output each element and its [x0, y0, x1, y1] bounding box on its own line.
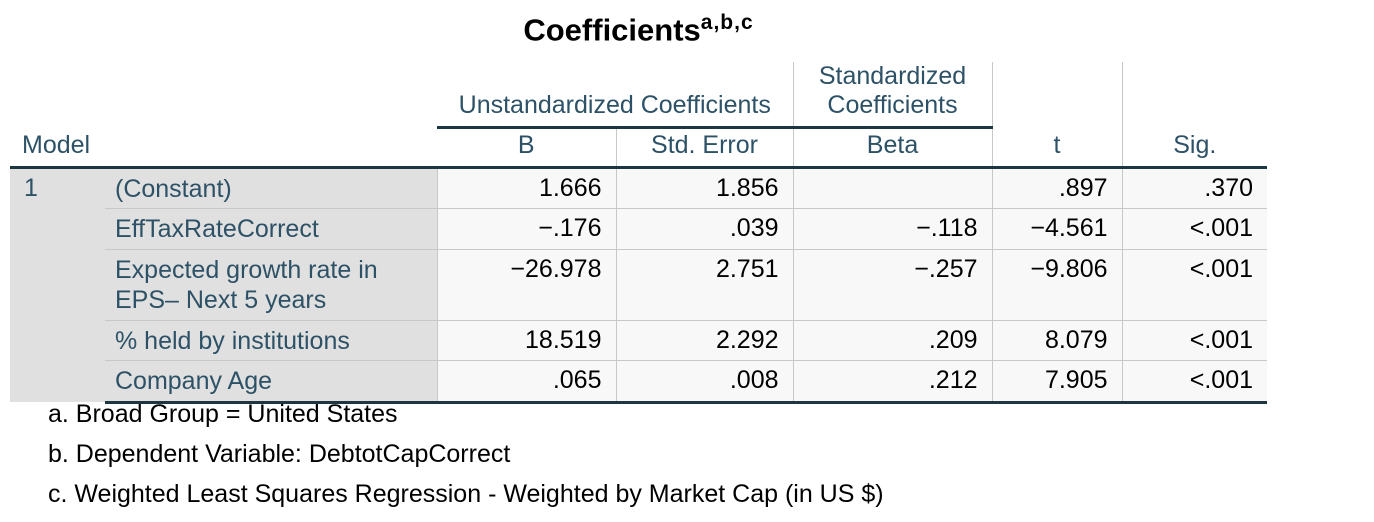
std-error-value-cell: 1.856 [615, 167, 794, 209]
col-header-beta: Beta [792, 127, 993, 169]
b-value-cell: .065 [436, 360, 616, 404]
predictor-label-cell: (Constant) [105, 167, 437, 209]
col-header-std-error: Std. Error [615, 127, 794, 169]
col-header-sig: Sig. [1121, 62, 1268, 169]
sig-value-cell: <.001 [1121, 319, 1268, 361]
t-value-cell: 8.079 [991, 319, 1123, 361]
sig-value-cell: <.001 [1121, 208, 1268, 249]
table-row: % held by institutions 18.519 2.292 .209… [10, 319, 1268, 361]
predictor-label-cell: % held by institutions [105, 319, 437, 361]
std-error-value-cell: .008 [615, 360, 794, 404]
beta-value-cell: .212 [792, 360, 993, 404]
col-header-t: t [992, 62, 1123, 169]
footnote-c: c. Weighted Least Squares Regression - W… [48, 480, 884, 508]
footnote-a: a. Broad Group = United States [48, 400, 398, 428]
sig-value-cell: <.001 [1121, 360, 1268, 404]
b-value-cell: 18.519 [436, 319, 616, 361]
b-value-cell: 1.666 [436, 167, 616, 209]
predictor-label-cell: EffTaxRateCorrect [105, 208, 437, 249]
beta-value-cell [792, 167, 993, 209]
corner-header-model: Model [10, 62, 437, 169]
t-value-cell: 7.905 [991, 360, 1123, 404]
table-title: Coefficientsa,b,c [10, 10, 1267, 50]
title-footnote-marks: a,b,c [700, 11, 754, 34]
table-row: 1 (Constant) 1.666 1.856 .897 .370 [10, 167, 1268, 402]
sig-value-cell: <.001 [1121, 248, 1268, 320]
predictor-label-cell: Expected growth rate in EPS– Next 5 year… [105, 248, 437, 320]
footnote-b: b. Dependent Variable: DebtotCapCorrect [48, 440, 511, 468]
t-value-cell: −9.806 [991, 248, 1123, 320]
t-value-cell: .897 [991, 167, 1123, 209]
coefficients-table: Model Unstandardized Coefficients Standa… [10, 62, 1268, 404]
beta-value-cell: −.257 [792, 248, 993, 320]
table-row: EffTaxRateCorrect −.176 .039 −.118 −4.56… [10, 208, 1268, 249]
beta-value-cell: −.118 [792, 208, 993, 249]
group-header-unstandardized: Unstandardized Coefficients [437, 62, 794, 129]
b-value-cell: −.176 [436, 208, 616, 249]
group-header-standardized: Standardized Coefficients [792, 62, 993, 129]
table-row: Expected growth rate in EPS– Next 5 year… [10, 248, 1268, 320]
table-title-text: Coefficients [523, 12, 701, 48]
std-error-value-cell: 2.751 [615, 248, 794, 320]
std-error-value-cell: 2.292 [615, 319, 794, 361]
col-header-b: B [437, 127, 616, 169]
predictor-label-cell: Company Age [105, 360, 437, 404]
sig-value-cell: .370 [1121, 167, 1268, 209]
t-value-cell: −4.561 [991, 208, 1123, 249]
table-footnotes: a. Broad Group = United States b. Depend… [48, 394, 1348, 514]
model-number-cell: 1 [10, 167, 105, 402]
beta-value-cell: .209 [792, 319, 993, 361]
b-value-cell: −26.978 [436, 248, 616, 320]
std-error-value-cell: .039 [615, 208, 794, 249]
table-row: Company Age .065 .008 .212 7.905 <.001 [10, 360, 1268, 404]
